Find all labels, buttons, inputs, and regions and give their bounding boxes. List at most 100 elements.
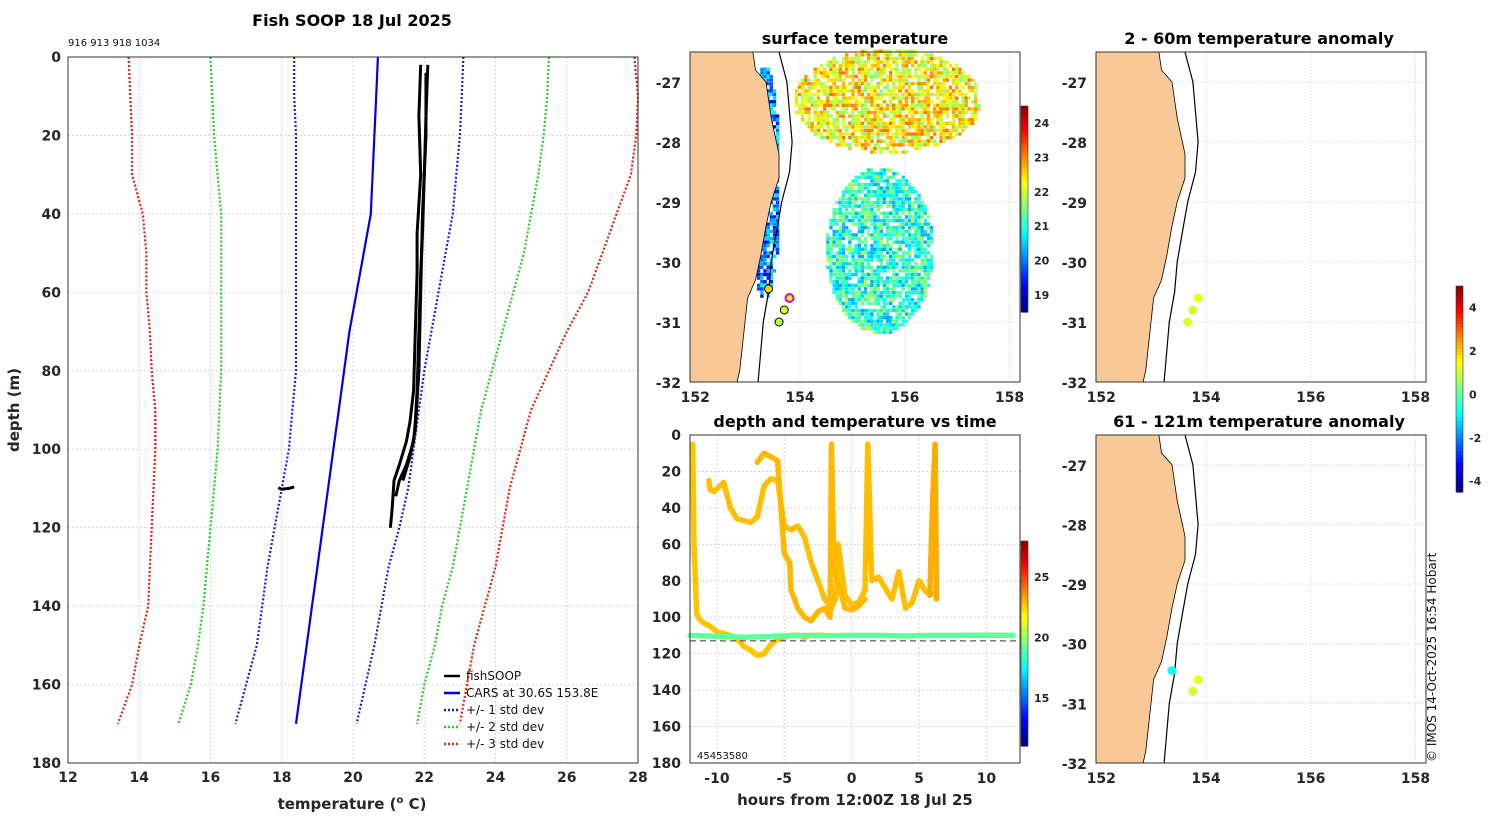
sst-pixel [873,125,877,129]
sst-pixel [951,128,956,133]
sst-pixel [879,96,883,100]
sst-pixel [939,103,943,107]
sst-pixel [863,316,868,320]
sst-pixel [904,64,909,68]
sst-pixel [936,89,940,93]
sst-pixel [901,298,905,302]
sst-pixel [926,244,931,248]
sst-pixel [936,67,940,71]
sst-pixel [870,139,874,143]
sst-pixel [867,276,871,280]
sst-pixel [841,247,846,251]
sst-pixel [879,294,883,298]
sst-pixel [860,254,865,259]
sst-pixel [901,276,905,280]
profile-ytick-label: 0 [51,50,61,66]
sst-pixel [889,67,893,71]
sst-pixel [867,316,871,320]
sst-pixel [892,78,896,82]
sst-pixel [769,276,773,280]
sst-colorbar-segment [1021,277,1028,282]
sst-pixel [854,143,858,147]
sst-pixel [876,254,880,259]
time-series-profile-2 [706,441,936,611]
sst-pixel [895,186,899,190]
sst-pixel [917,92,921,97]
sst-pixel [882,265,887,269]
sst-pixel [917,254,921,259]
sst-pixel [870,64,874,68]
sst-pixel [769,280,773,284]
sst-pixel [914,265,918,269]
sst-pixel [863,258,868,262]
sst-pixel [901,182,905,187]
profile-line--3-std [116,56,157,725]
time-colorbar-segment [1021,722,1028,727]
time-colorbar-segment [1021,715,1028,720]
sst-colorbar-segment [1021,160,1028,165]
sst-pixel [901,179,905,183]
sst-pixel [901,193,905,197]
sst-pixel [848,100,852,104]
sst-colorbar-segment [1021,270,1028,275]
sst-pixel [926,85,931,89]
sst-pixel [863,100,868,104]
sst-pixel [882,121,887,125]
sst-pixel [863,211,868,215]
sst-pixel [813,74,817,79]
sst-pixel [804,121,808,125]
sst-colorbar-label: 20 [1034,255,1050,268]
sst-pixel [901,132,905,136]
sst-pixel [816,128,821,133]
sst-pixel [857,56,861,61]
sst-pixel [813,107,817,111]
sst-pixel [889,218,893,223]
sst-pixel [885,258,890,262]
sst-pixel [889,118,893,122]
sst-pixel [885,204,890,208]
sst-pixel [929,139,934,143]
sst-pixel [895,49,899,53]
sst-pixel [860,222,865,226]
sst-pixel [838,143,843,147]
anom2-xtick-label: 156 [1296,771,1325,787]
sst-pixel [870,56,874,61]
sst-pixel [876,218,880,223]
sst-pixel [898,247,902,251]
sst-pixel [794,96,799,100]
sst-pixel [848,269,852,273]
anom1-ytick-label: -32 [1062,376,1087,392]
sst-pixel [892,96,896,100]
sst-pixel [885,323,890,327]
sst-pixel [923,139,927,143]
sst-pixel [914,287,918,291]
sst-pixel [914,190,918,194]
sst-pixel [914,118,918,122]
sst-pixel [920,56,924,61]
sst-pixel [904,236,909,241]
sst-pixel [876,298,880,302]
anomaly-colorbar-segment [1456,365,1463,369]
sst-pixel [961,125,965,129]
sst-pixel [907,143,912,147]
sst-pixel [857,294,861,298]
sst-pixel [914,143,918,147]
sst-pixel [920,240,924,244]
sst-pixel [898,78,902,82]
sst-pixel [838,251,843,255]
sst-colorbar-segment [1021,209,1028,213]
sst-pixel [923,265,927,269]
sst-pixel [920,276,924,280]
sst-colorbar-segment [1021,136,1028,141]
sst-pixel [860,78,865,82]
sst-pixel [914,121,918,125]
anom1-xtick-label: 158 [1401,390,1430,406]
sst-pixel [907,222,912,226]
sst-pixel [923,280,927,284]
sst-pixel [854,222,858,226]
time-ytick-label: 120 [652,647,681,663]
sst-pixel [835,240,839,244]
sst-pixel [914,251,918,255]
sst-pixel [955,85,959,89]
sst-pixel [914,272,918,277]
